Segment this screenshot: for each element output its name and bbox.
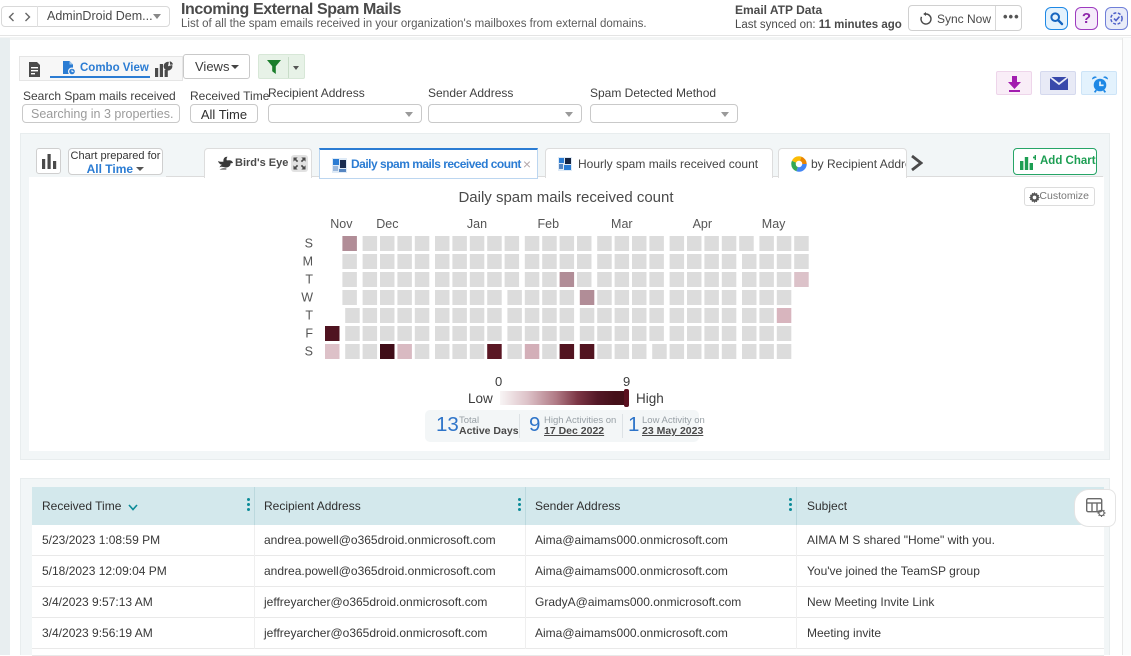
svg-text:M: M bbox=[303, 255, 313, 269]
svg-text:W: W bbox=[301, 291, 313, 305]
svg-text:May: May bbox=[762, 217, 786, 231]
svg-text:T: T bbox=[305, 309, 313, 323]
svg-text:S: S bbox=[305, 237, 313, 251]
svg-text:Apr: Apr bbox=[693, 217, 712, 231]
svg-text:Feb: Feb bbox=[538, 217, 560, 231]
svg-text:Nov: Nov bbox=[330, 217, 353, 231]
svg-text:Dec: Dec bbox=[376, 217, 398, 231]
svg-text:Jan: Jan bbox=[467, 217, 487, 231]
svg-text:F: F bbox=[305, 327, 313, 341]
svg-text:Mar: Mar bbox=[611, 217, 633, 231]
svg-text:S: S bbox=[305, 345, 313, 359]
svg-text:T: T bbox=[305, 273, 313, 287]
